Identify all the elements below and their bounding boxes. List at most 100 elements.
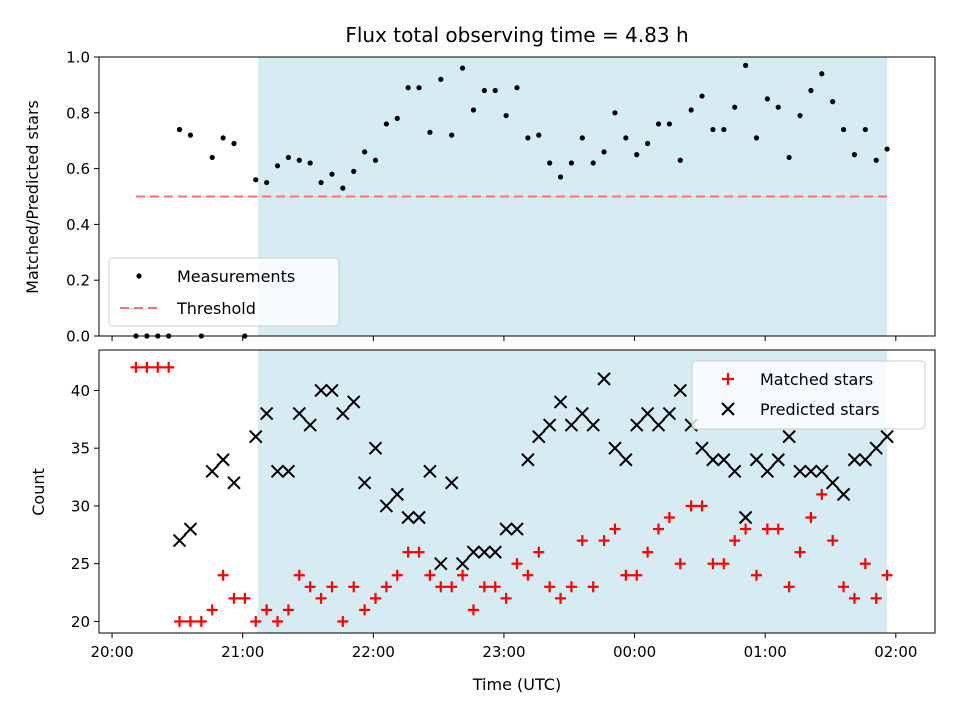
y-tick-label: 0.2 [66, 272, 90, 290]
measurement-point [732, 104, 738, 110]
predicted-star-point [597, 372, 611, 386]
predicted-marker-stroke [521, 453, 535, 467]
predicted-star-point [444, 476, 459, 490]
bottom-y-axis-label: Count [29, 468, 48, 516]
bottom-y-ticks: 20 25 30 35 40 [71, 382, 99, 631]
matched-star-point [478, 581, 490, 593]
measurement-point [470, 107, 477, 113]
measurement-point [547, 160, 553, 166]
x-tick-label: 02:00 [874, 643, 917, 661]
predicted-marker-stroke [325, 383, 339, 398]
predicted-star-point [259, 406, 274, 421]
matched-star-point [587, 581, 599, 593]
matched-star-point [522, 569, 534, 581]
matched-stars-points [130, 361, 893, 627]
predicted-star-point [521, 453, 535, 467]
predicted-star-point [499, 522, 513, 536]
predicted-marker-stroke [281, 464, 296, 478]
bottom-legend: Matched stars Predicted stars [691, 360, 926, 430]
predicted-marker-stroke [270, 464, 285, 478]
measurement-point [383, 121, 389, 127]
matched-star-point [184, 615, 196, 627]
legend-threshold-label: Threshold [176, 299, 256, 318]
predicted-marker-stroke [249, 429, 263, 444]
measurement-point [677, 157, 683, 163]
predicted-marker-stroke [793, 464, 807, 478]
matched-star-point [141, 361, 153, 373]
predicted-star-point [847, 453, 862, 467]
measurement-point [601, 149, 607, 155]
predicted-star-point [651, 418, 666, 432]
predicted-star-point [488, 545, 502, 559]
predicted-star-point [532, 429, 546, 444]
predicted-marker-stroke [608, 441, 622, 455]
measurement-point [884, 146, 890, 152]
matched-star-point [718, 558, 730, 570]
predicted-marker-stroke [619, 453, 633, 467]
matched-star-point [576, 535, 588, 547]
predicted-marker-stroke [227, 476, 241, 490]
legend-matched-label: Matched stars [760, 370, 873, 389]
matched-star-point [369, 592, 381, 604]
measurement-point [710, 126, 716, 133]
matched-star-point [631, 569, 643, 581]
matched-star-point [707, 558, 719, 570]
measurement-point [568, 160, 575, 166]
x-tick-label: 01:00 [744, 643, 787, 661]
matched-star-point [783, 581, 795, 593]
matched-star-point [359, 604, 371, 616]
predicted-marker-stroke [488, 545, 502, 559]
x-tick-label: 21:00 [221, 643, 264, 661]
chart-title: Flux total observing time = 4.83 h [345, 23, 688, 47]
x-axis-label: Time (UTC) [472, 675, 561, 694]
predicted-marker-stroke [466, 545, 481, 559]
measurement-point [253, 177, 259, 183]
measurement-point [612, 110, 618, 116]
y-tick-label: 35 [71, 440, 90, 458]
measurement-point [579, 135, 585, 141]
predicted-star-point [815, 464, 829, 478]
matched-star-point [195, 615, 207, 627]
predicted-star-point [249, 429, 263, 444]
predicted-star-point [695, 441, 709, 455]
measurement-point [557, 174, 564, 180]
predicted-marker-stroke [183, 522, 198, 536]
matched-star-point [565, 581, 577, 593]
matched-star-point [859, 558, 871, 570]
measurement-point [427, 129, 433, 135]
predicted-marker-stroke [336, 406, 350, 421]
x-tick-label: 00:00 [613, 643, 656, 661]
measurement-point [645, 140, 651, 147]
matched-star-point [228, 592, 240, 604]
measurement-point [797, 112, 803, 119]
matched-star-point [435, 581, 447, 593]
measurement-point [688, 107, 694, 113]
predicted-marker-stroke [738, 510, 753, 525]
predicted-marker-stroke [401, 510, 415, 525]
matched-star-point [261, 604, 273, 616]
measurement-point [231, 140, 237, 147]
predicted-star-point [336, 406, 350, 421]
top-x-ticks [111, 336, 897, 341]
predicted-star-point [630, 418, 644, 432]
predicted-marker-stroke [259, 406, 274, 421]
measurement-point [449, 132, 455, 138]
measurement-point [721, 126, 727, 133]
predicted-marker-stroke [444, 476, 459, 490]
y-tick-label: 0.4 [66, 216, 90, 234]
matched-star-point [827, 535, 839, 547]
predicted-marker-stroke [532, 429, 546, 444]
matched-star-point [642, 546, 654, 558]
measurement-point [623, 135, 629, 141]
predicted-marker-stroke [379, 499, 394, 513]
predicted-marker-stroke [542, 418, 557, 432]
bottom-x-ticks: 20:00 21:00 22:00 23:00 00:00 01:00 02:00 [90, 633, 917, 661]
predicted-marker-stroke [869, 441, 883, 455]
measurement-point [416, 85, 422, 91]
measurement-point [274, 163, 281, 169]
predicted-star-point [434, 556, 448, 571]
matched-star-point [489, 581, 501, 593]
matched-star-point [500, 592, 512, 604]
matched-star-point [206, 604, 218, 616]
measurement-point [655, 121, 662, 127]
